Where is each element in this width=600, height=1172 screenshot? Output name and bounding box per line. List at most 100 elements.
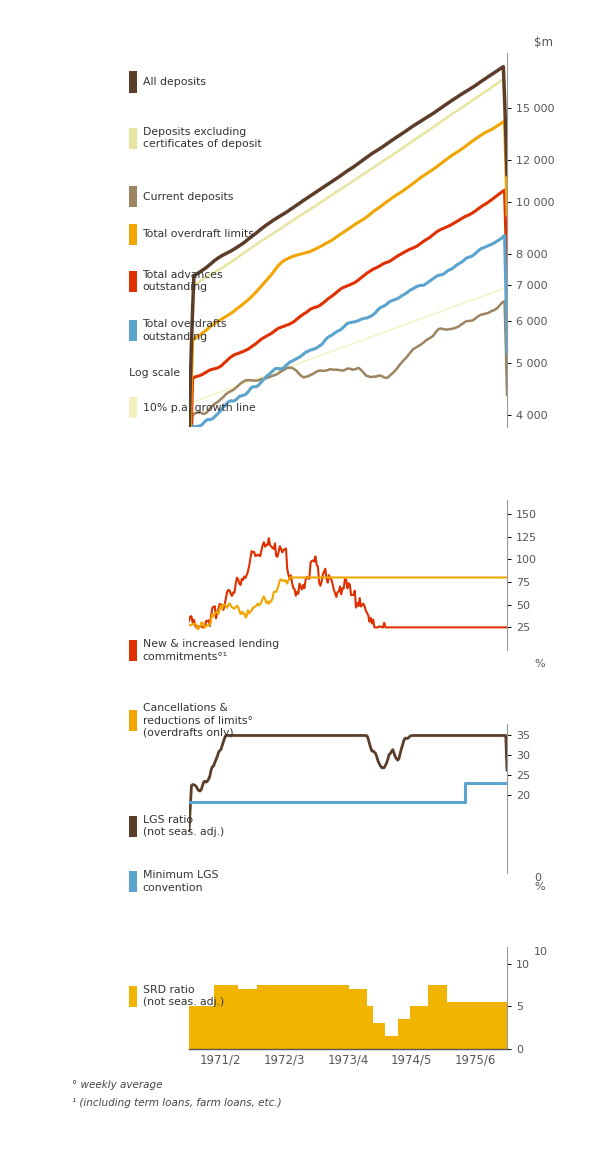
Bar <box>413 1007 415 1049</box>
Bar <box>193 1007 194 1049</box>
Bar <box>349 989 350 1049</box>
Bar <box>416 1007 418 1049</box>
Bar <box>262 986 263 1049</box>
Bar <box>269 986 270 1049</box>
Bar <box>249 989 250 1049</box>
Bar <box>507 1002 508 1049</box>
Bar <box>490 1002 491 1049</box>
Text: All deposits: All deposits <box>143 77 206 87</box>
Bar <box>505 1002 506 1049</box>
Bar <box>291 986 292 1049</box>
Bar <box>380 1023 382 1049</box>
Bar <box>386 1036 388 1049</box>
Bar <box>274 986 275 1049</box>
Bar <box>280 986 281 1049</box>
Bar <box>469 1002 470 1049</box>
Bar <box>227 986 228 1049</box>
Bar <box>218 986 220 1049</box>
Bar <box>409 1020 410 1049</box>
Bar <box>458 1002 459 1049</box>
Bar <box>466 1002 468 1049</box>
Bar <box>199 1007 200 1049</box>
Bar <box>398 1020 399 1049</box>
Bar <box>346 986 347 1049</box>
Text: LGS ratio
(not seas. adj.): LGS ratio (not seas. adj.) <box>143 815 224 838</box>
Bar <box>287 986 289 1049</box>
Bar <box>250 989 251 1049</box>
Bar <box>352 989 353 1049</box>
Bar <box>497 1002 499 1049</box>
Bar <box>311 986 312 1049</box>
Bar <box>424 1007 425 1049</box>
Bar <box>242 989 243 1049</box>
Text: Cancellations &
reductions of limits°
(overdrafts only): Cancellations & reductions of limits° (o… <box>143 703 253 738</box>
Bar <box>247 989 248 1049</box>
Bar <box>257 986 258 1049</box>
Bar <box>491 1002 492 1049</box>
Bar <box>293 986 295 1049</box>
Bar <box>230 986 231 1049</box>
Bar <box>401 1020 403 1049</box>
Bar <box>272 986 274 1049</box>
Bar <box>305 986 307 1049</box>
Bar <box>241 989 242 1049</box>
Bar <box>385 1036 386 1049</box>
Bar <box>449 1002 451 1049</box>
Bar <box>475 1002 476 1049</box>
Bar <box>296 986 297 1049</box>
Bar <box>263 986 264 1049</box>
Bar <box>493 1002 495 1049</box>
Bar <box>236 986 237 1049</box>
Text: Total overdrafts
outstanding: Total overdrafts outstanding <box>143 319 227 342</box>
Bar <box>474 1002 475 1049</box>
Bar <box>506 1002 507 1049</box>
Bar <box>452 1002 453 1049</box>
Bar <box>297 986 298 1049</box>
Bar <box>238 989 239 1049</box>
Bar <box>314 986 316 1049</box>
Bar <box>281 986 283 1049</box>
Bar <box>320 986 322 1049</box>
Bar <box>492 1002 493 1049</box>
Bar <box>235 986 236 1049</box>
Bar <box>443 986 445 1049</box>
Bar <box>232 986 233 1049</box>
Bar <box>356 989 357 1049</box>
Bar <box>337 986 338 1049</box>
Bar <box>399 1020 400 1049</box>
Bar <box>464 1002 465 1049</box>
Bar <box>445 986 446 1049</box>
Bar <box>283 986 284 1049</box>
Bar <box>253 989 254 1049</box>
Bar <box>415 1007 416 1049</box>
Bar <box>455 1002 457 1049</box>
Bar <box>286 986 287 1049</box>
Bar <box>194 1007 195 1049</box>
Bar <box>307 986 308 1049</box>
Bar <box>201 1007 203 1049</box>
Bar <box>394 1036 395 1049</box>
Bar <box>463 1002 464 1049</box>
Bar <box>392 1036 393 1049</box>
Bar <box>298 986 299 1049</box>
Bar <box>289 986 290 1049</box>
Bar <box>322 986 323 1049</box>
Bar <box>223 986 224 1049</box>
Bar <box>212 1007 214 1049</box>
Bar <box>248 989 249 1049</box>
Bar <box>345 986 346 1049</box>
Bar <box>457 1002 458 1049</box>
Bar <box>364 989 365 1049</box>
Bar <box>204 1007 205 1049</box>
Text: SRD ratio
(not seas. adj.): SRD ratio (not seas. adj.) <box>143 984 224 1008</box>
Bar <box>331 986 332 1049</box>
Bar <box>301 986 302 1049</box>
Bar <box>433 986 434 1049</box>
Text: Log scale: Log scale <box>129 368 180 377</box>
Bar <box>473 1002 474 1049</box>
Bar <box>325 986 326 1049</box>
Bar <box>448 1002 449 1049</box>
Bar <box>266 986 268 1049</box>
Bar <box>350 989 351 1049</box>
Bar <box>367 1007 368 1049</box>
